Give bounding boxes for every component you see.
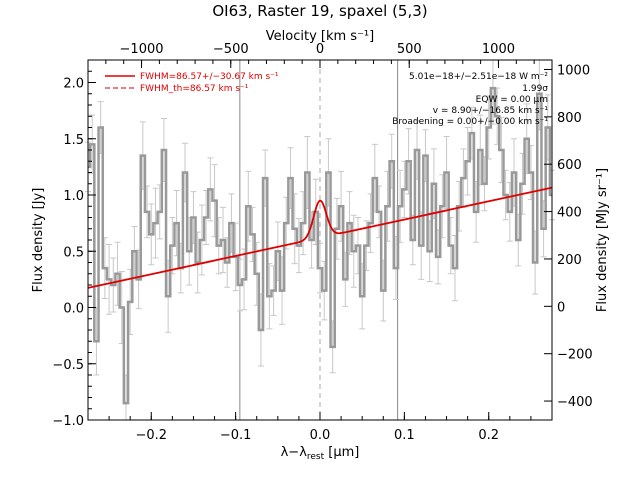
right-tick-label-4: 400 [557,206,582,221]
chart-title: OI63, Raster 19, spaxel (5,3) [212,2,427,20]
right-tick-label-3: 200 [557,253,582,268]
fit-line [87,186,553,289]
x-tick-label-2: 0.0 [310,428,331,443]
top-axis-label: Velocity [km s⁻¹] [266,29,374,44]
x-axis-label-main: λ−λ [281,445,308,460]
top-tick-label-2: 0 [316,42,324,57]
right-axis-label: Flux density [MJy sr⁻¹] [595,168,610,312]
top-tick-label-0: −1000 [120,42,164,57]
x-axis-label-sub: rest [307,452,325,462]
y-tick-label-5: 1.5 [63,133,84,148]
right-tick-label-6: 800 [557,111,582,126]
right-tick-label-2: 0 [557,300,565,315]
legend-label-fwhm-th: FWHM_th=86.57 km s⁻¹ [140,84,249,94]
annotation-broadening: Broadening = 0.00+/−0.00 km s⁻¹ [392,117,548,127]
fit-series [87,186,553,289]
top-tick-label-3: 500 [397,42,422,57]
y-tick-label-1: −0.5 [52,358,84,373]
annotation-velocity: v = 8.90+/−16.85 km s⁻¹ [433,106,549,116]
data-line [88,86,552,405]
legend: FWHM=86.57+/−30.67 km s⁻¹ FWHM_th=86.57 … [105,72,279,94]
axes: −0.2 −0.1 0.0 0.1 0.2 −1.0 −0.5 0.0 0.5 1.0 1.5 2.0… [52,42,592,443]
right-tick-label-1: −200 [557,348,593,363]
x-tick-label-0: −0.2 [135,428,167,443]
data-series [88,86,552,405]
y-tick-label-2: 0.0 [63,302,84,317]
right-tick-label-5: 600 [557,158,582,173]
x-tick-label-3: 0.1 [394,428,415,443]
x-axis-label-unit: [μm] [324,445,359,460]
y-tick-label-3: 0.5 [63,245,84,260]
annotations: 5.01e−18+/−2.51e−18 W m⁻² 1.99σ EQW = 0.… [392,72,548,127]
y-tick-label-6: 2.0 [63,77,84,92]
right-tick-label-0: −400 [557,395,593,410]
annotation-flux: 5.01e−18+/−2.51e−18 W m⁻² [409,72,548,82]
top-tick-label-1: −500 [213,42,249,57]
y-tick-label-4: 1.0 [63,189,84,204]
annotation-eqw: EQW = 0.00 μm [476,95,548,105]
y-tick-label-0: −1.0 [52,414,84,429]
x-axis-label: λ−λrest [μm] [281,445,360,462]
x-tick-label-1: −0.1 [220,428,252,443]
top-tick-label-4: 1000 [482,42,515,57]
x-tick-label-4: 0.2 [478,428,499,443]
right-tick-label-7: 1000 [557,63,590,78]
annotation-sigma: 1.99σ [522,84,548,94]
y-axis-label: Flux density [Jy] [31,188,46,293]
legend-label-fwhm: FWHM=86.57+/−30.67 km s⁻¹ [140,72,279,82]
